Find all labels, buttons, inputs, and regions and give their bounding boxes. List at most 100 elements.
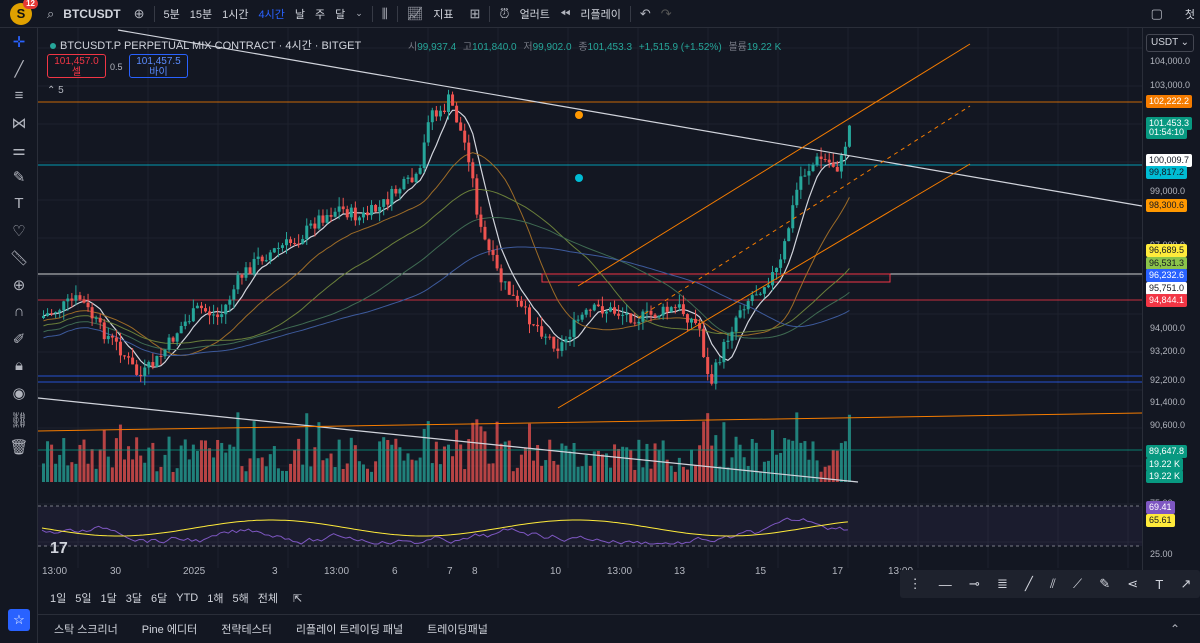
volume-bar [195,450,199,482]
alert-button[interactable]: 얼러트 [519,8,550,21]
interval-month[interactable]: 달 [335,8,346,21]
interval-5m[interactable]: 5분 [163,8,180,21]
prediction-icon[interactable]: ⚌ [12,141,26,159]
volume-bar [467,438,471,482]
range-3m[interactable]: 3달 [125,593,142,605]
drag-handle-icon[interactable]: ⋮ [908,576,922,591]
arrow-tool-icon[interactable]: ↗ [1180,576,1192,591]
range-1y[interactable]: 1해 [207,593,224,605]
interval-4h[interactable]: 4시간 [258,8,285,21]
range-ytd[interactable]: YTD [176,592,199,604]
text-tool-icon[interactable]: T [1155,576,1164,592]
pattern-icon[interactable]: ⋈ [11,114,27,132]
trendline-icon[interactable]: ╱ [14,60,24,78]
brush-icon[interactable]: ✎ [12,168,26,186]
layout-icon[interactable]: ▢ [1150,5,1163,21]
alert-icon[interactable]: ⏰︎ [499,5,510,21]
add-symbol-icon[interactable]: ⊕ [133,5,145,21]
candle-type-icon[interactable]: ⫼ [381,5,388,21]
parallel-channel-icon[interactable]: ⫽ [1050,576,1056,591]
horizontal-line-icon[interactable]: — [938,576,952,592]
fib-retracement-icon[interactable]: ≣ [996,576,1008,591]
volume-label: 볼륨 [728,42,747,53]
buy-button[interactable]: 101,457.5 바이 [129,54,188,78]
interval-day[interactable]: 날 [294,8,305,21]
volume-bar [378,441,382,482]
range-5d[interactable]: 5일 [75,593,92,605]
heart-icon[interactable]: ♡ [12,222,26,240]
price-axis-label: 89,647.8 [1146,445,1188,458]
ray-icon[interactable]: ⊸ [968,576,980,591]
share-icon[interactable]: ⋖ [1127,576,1139,591]
tab-trading-panel[interactable]: 트레이딩패널 [427,624,488,636]
volume-bar [479,426,483,482]
tab-pine-editor[interactable]: Pine 에디터 [141,624,198,636]
link-icon[interactable]: ⛓︎ [9,411,29,429]
favorites-star-icon[interactable]: ☆ [8,609,30,631]
interval-1h[interactable]: 1시간 [222,8,249,21]
right-panel-label[interactable]: 첫 [1184,8,1195,21]
candle-body [260,256,264,262]
volume-bar [592,451,596,482]
candle-body [641,311,645,322]
range-1d[interactable]: 1일 [50,593,67,605]
interval-15m[interactable]: 15분 [189,8,213,21]
indicators-button[interactable]: 지표 [433,8,454,21]
indicator-collapse-toggle[interactable]: ⌃ 5 [47,85,64,96]
fib-icon[interactable]: ≡ [14,87,24,104]
search-icon[interactable]: ⌕ [47,5,55,21]
candle-body [252,258,256,274]
crosshair-icon[interactable]: ✛ [12,33,26,51]
range-6m[interactable]: 6달 [151,593,168,605]
tab-stock-screener[interactable]: 스탁 스크리너 [54,624,118,636]
volume-bar [499,443,503,482]
price-chart[interactable] [38,28,1142,580]
candle-body [370,204,374,216]
brush-tool-icon[interactable]: ✎ [1099,576,1111,591]
path-icon[interactable]: ⟋ [1072,576,1083,591]
replay-button[interactable]: 리플레이 [580,8,621,21]
trash-icon[interactable]: 🗑︎ [9,438,29,456]
volume-bar [333,467,337,482]
candle-body [734,317,738,332]
chevron-down-icon[interactable]: ⌄ [355,8,363,18]
volume-bar [475,419,479,482]
indicators-icon[interactable]: 📈︎ [406,5,424,21]
undo-icon[interactable]: ↶ [639,5,651,21]
magnet-icon[interactable]: ∩ [13,303,25,320]
symbol-search-button[interactable]: BTCUSDT [63,6,121,21]
line-tool-icon[interactable]: ╱ [1025,576,1033,591]
candle-body [690,318,693,323]
goto-date-icon[interactable]: ⇱ [293,592,303,605]
redo-icon[interactable]: ↷ [660,5,672,21]
currency-select[interactable]: USDT ⌄ [1146,34,1194,52]
candle-body [353,207,357,221]
price-axis[interactable] [1142,28,1200,580]
candle-body [515,295,519,301]
templates-icon[interactable]: ⊞ [469,5,481,21]
chart-legend-title[interactable]: BTCUSDT.P PERPETUAL MIX CONTRACT · 4시간 ·… [50,37,361,53]
zoom-icon[interactable]: ⊕ [12,276,26,294]
interval-week[interactable]: 주 [314,8,326,21]
replay-icon[interactable]: ⏪︎ [559,5,571,21]
user-avatar[interactable]: S 12 [10,0,38,25]
tab-strategy-tester[interactable]: 전략테스터 [221,624,272,636]
volume-bar [544,460,548,482]
ruler-icon[interactable]: 📏︎ [9,249,29,267]
candle-body [394,188,398,194]
range-all[interactable]: 전체 [257,593,278,605]
sell-button[interactable]: 101,457.0 셀 [47,54,106,78]
eye-icon[interactable]: ◉ [12,384,26,402]
lock-icon[interactable]: 🔒︎ [15,357,23,374]
candle-body [507,281,511,295]
tradingview-logo: 17 [50,540,68,557]
range-5y[interactable]: 5해 [232,593,249,605]
text-icon[interactable]: T [14,195,24,212]
volume-bar [204,440,207,482]
range-1m[interactable]: 1달 [100,593,117,605]
candle-body [208,311,212,316]
lock-drawing-icon[interactable]: ✐ [12,330,26,348]
volume-bar [536,445,540,482]
tab-replay-trading[interactable]: 리플레이 트레이딩 패널 [295,624,404,636]
collapse-panel-icon[interactable]: ⌃ [1169,622,1180,636]
